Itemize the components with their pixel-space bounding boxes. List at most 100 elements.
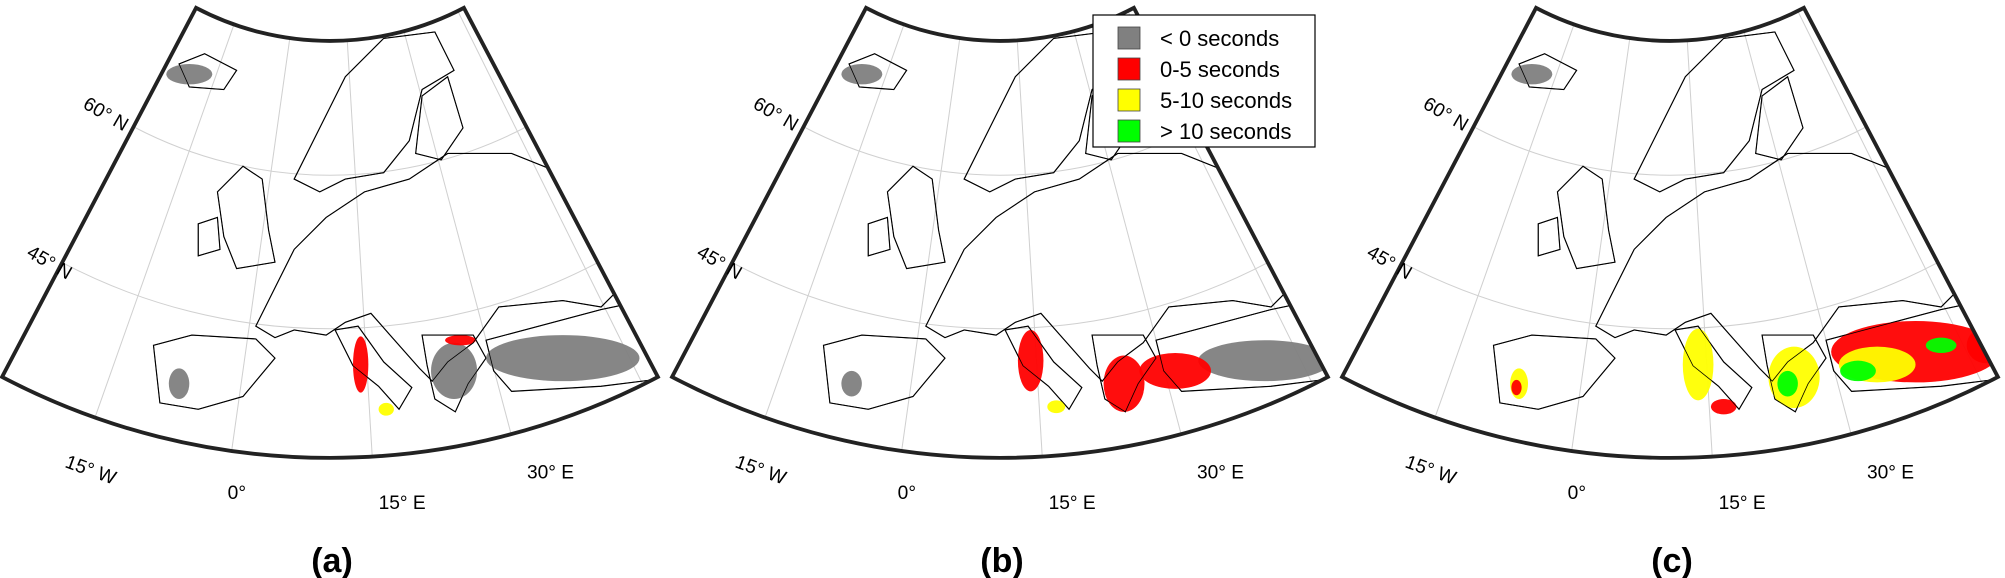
meridian bbox=[457, 10, 644, 385]
graticule-label: 15° E bbox=[379, 493, 426, 514]
graticule-label: 0° bbox=[1568, 483, 1586, 504]
warning-area bbox=[1139, 353, 1212, 389]
graticule-label: 45° N bbox=[1363, 242, 1415, 284]
border bbox=[178, 53, 238, 90]
warning-area bbox=[1198, 340, 1328, 382]
map-content bbox=[2, 7, 658, 458]
parallel bbox=[1401, 262, 1939, 330]
warning-area bbox=[486, 335, 640, 382]
border bbox=[1493, 334, 1616, 410]
graticule-label: 60° N bbox=[749, 94, 801, 136]
meridian bbox=[346, 40, 373, 457]
warning-area bbox=[1103, 355, 1145, 412]
map-frame bbox=[0, 5, 661, 460]
graticule-label: 45° N bbox=[693, 242, 745, 284]
map-panel: 60° N 45° N 15° W 0° 15° E 30° E bbox=[0, 5, 661, 514]
graticule-label: 30° E bbox=[1197, 462, 1244, 483]
warning-area bbox=[378, 402, 394, 416]
border bbox=[1674, 325, 1753, 410]
border bbox=[1537, 216, 1561, 257]
legend-label: 0-5 seconds bbox=[1160, 57, 1280, 82]
parallel bbox=[133, 126, 527, 176]
warning-area bbox=[1710, 399, 1737, 415]
parallel bbox=[731, 262, 1269, 330]
legend-label: > 10 seconds bbox=[1160, 119, 1291, 144]
border bbox=[823, 334, 946, 410]
border bbox=[887, 165, 946, 270]
legend-swatch bbox=[1117, 119, 1141, 143]
border bbox=[415, 76, 464, 161]
warning-area bbox=[1840, 360, 1876, 382]
border bbox=[1004, 325, 1083, 410]
map-frame bbox=[669, 5, 1331, 460]
map-frame bbox=[1339, 5, 2001, 460]
meridian bbox=[764, 24, 905, 418]
legend-label: 5-10 seconds bbox=[1160, 88, 1292, 113]
border bbox=[334, 325, 413, 410]
meridian bbox=[1016, 40, 1043, 457]
legend-swatch bbox=[1117, 26, 1141, 50]
graticule-label: 15° E bbox=[1049, 493, 1096, 514]
warning-area bbox=[1777, 370, 1798, 397]
border bbox=[1557, 165, 1616, 270]
meridian bbox=[1434, 24, 1575, 418]
border bbox=[1755, 76, 1804, 161]
border bbox=[217, 165, 276, 270]
meridian bbox=[231, 38, 291, 452]
map-background bbox=[1342, 7, 1998, 458]
meridian bbox=[1797, 10, 1984, 385]
legend: < 0 seconds 0-5 seconds 5-10 seconds > 10 s… bbox=[1092, 14, 1316, 148]
graticule-label: 15° E bbox=[1719, 493, 1766, 514]
border bbox=[925, 153, 1285, 382]
warning-area bbox=[168, 368, 190, 400]
parallel bbox=[61, 262, 599, 330]
meridian bbox=[901, 38, 961, 452]
border bbox=[1155, 296, 1328, 392]
border bbox=[197, 216, 221, 257]
graticule-label: 30° E bbox=[527, 462, 574, 483]
graticule-label: 60° N bbox=[79, 94, 131, 136]
graticule-label: 0° bbox=[228, 483, 246, 504]
border bbox=[1761, 334, 1827, 413]
graticule-label: 15° W bbox=[62, 452, 119, 490]
border bbox=[293, 31, 455, 193]
warning-area bbox=[1511, 379, 1522, 396]
legend-swatch bbox=[1117, 57, 1141, 81]
graticule-label: 60° N bbox=[1419, 94, 1471, 136]
panel-label: (a) bbox=[311, 542, 353, 578]
warning-area bbox=[1925, 337, 1957, 354]
border bbox=[255, 153, 615, 382]
border bbox=[1825, 296, 1998, 392]
graticule-label: 15° W bbox=[732, 452, 789, 490]
border bbox=[153, 334, 276, 410]
warning-area bbox=[166, 63, 213, 85]
map-panel: 60° N 45° N 15° W 0° 15° E 30° E bbox=[1339, 5, 2001, 514]
warning-area bbox=[1682, 328, 1714, 401]
warning-area bbox=[841, 63, 883, 85]
panel-label: (b) bbox=[980, 542, 1023, 578]
graticule-label: 30° E bbox=[1867, 462, 1914, 483]
graticule-label: 45° N bbox=[23, 242, 75, 284]
warning-area bbox=[1017, 329, 1044, 392]
border bbox=[867, 216, 891, 257]
panel-label: (c) bbox=[1651, 542, 1693, 578]
legend-swatch bbox=[1117, 88, 1141, 112]
border bbox=[1091, 334, 1157, 413]
map-background bbox=[2, 7, 658, 458]
warning-area bbox=[1047, 400, 1066, 414]
warning-area bbox=[445, 335, 476, 346]
legend-label: < 0 seconds bbox=[1160, 26, 1279, 51]
map-content bbox=[1342, 7, 1998, 458]
warning-area bbox=[841, 370, 862, 397]
graticule-label: 15° W bbox=[1402, 452, 1459, 490]
border bbox=[1633, 31, 1795, 193]
warning-area bbox=[1511, 63, 1553, 85]
parallel bbox=[803, 126, 1197, 176]
graticule-label: 0° bbox=[898, 483, 916, 504]
warning-area bbox=[431, 342, 478, 400]
border bbox=[848, 53, 908, 90]
border bbox=[485, 296, 658, 392]
border bbox=[421, 334, 487, 413]
